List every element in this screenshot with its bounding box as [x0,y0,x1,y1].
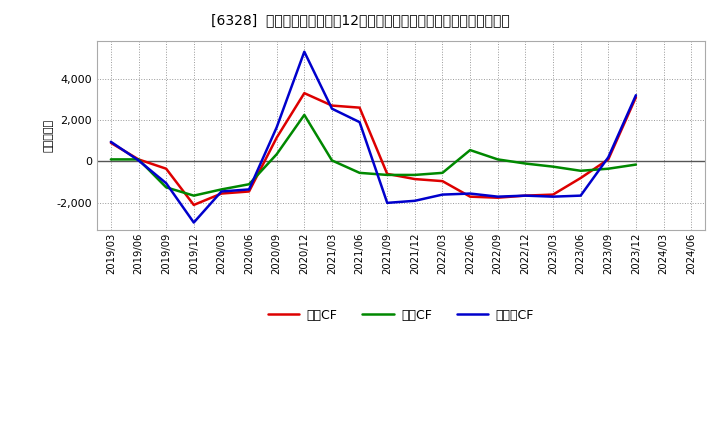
Y-axis label: （百万円）: （百万円） [44,119,54,152]
Legend: 営業CF, 投資CF, フリーCF: 営業CF, 投資CF, フリーCF [263,304,539,327]
Text: [6328]  キャッシュフローの12か月移動合計の対前年同期増減額の推移: [6328] キャッシュフローの12か月移動合計の対前年同期増減額の推移 [211,13,509,27]
